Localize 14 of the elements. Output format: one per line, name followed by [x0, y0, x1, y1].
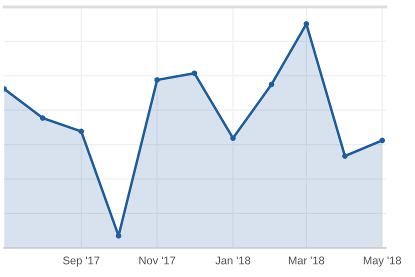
x-tick-label: Jan '18 [215, 256, 250, 264]
point [78, 128, 84, 134]
point [379, 138, 385, 144]
x-tick-label: Sep '17 [63, 256, 100, 267]
point [154, 77, 160, 83]
point [40, 115, 46, 121]
point [116, 233, 122, 239]
x-tick-label: Mar '18 [288, 256, 324, 264]
x-tick-label: Nov '17 [139, 256, 176, 264]
point [342, 153, 348, 159]
x-tick-label: May '18 [364, 256, 402, 267]
point [268, 82, 274, 88]
point [230, 135, 236, 141]
point [192, 70, 198, 76]
